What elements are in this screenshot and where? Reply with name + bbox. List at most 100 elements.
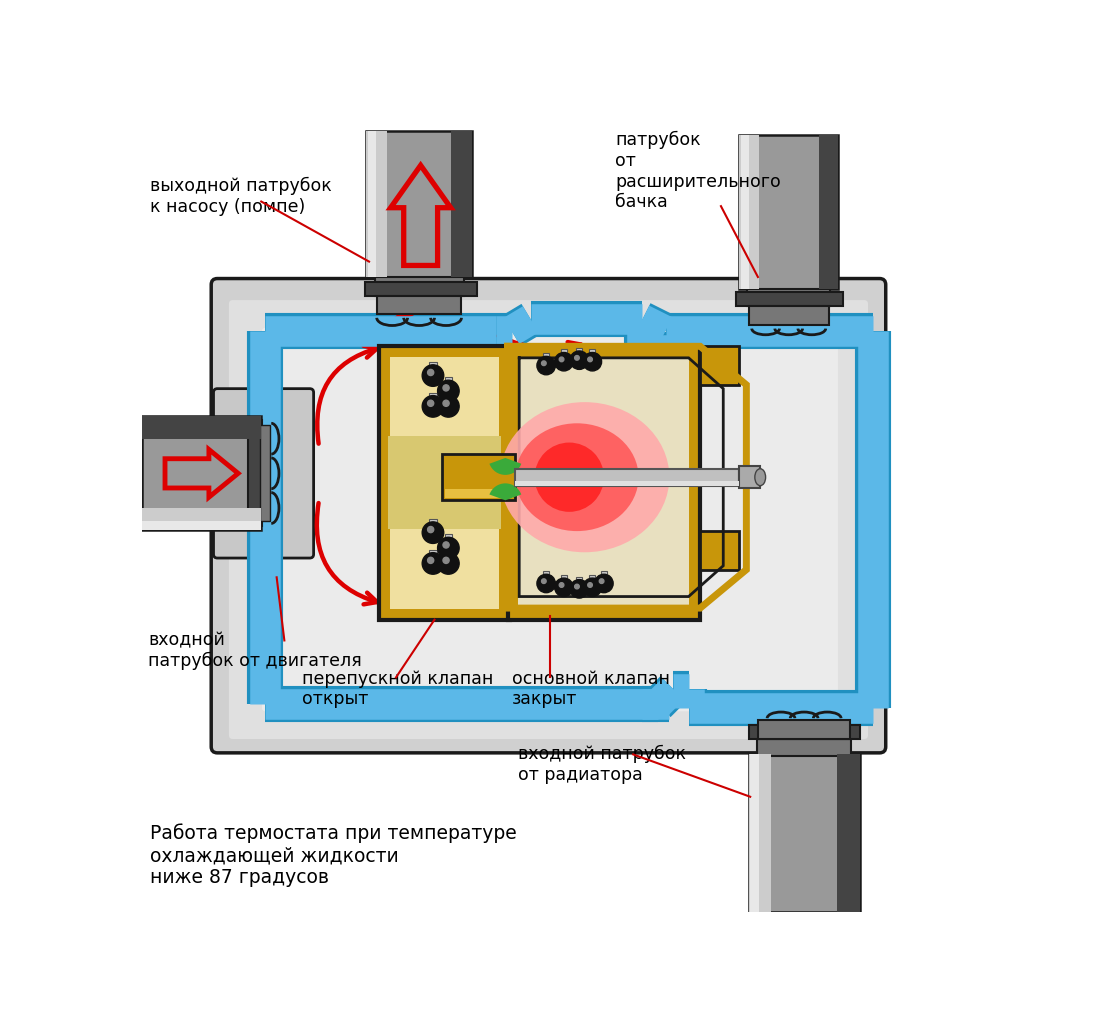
Ellipse shape — [500, 402, 669, 552]
Bar — [601, 571, 607, 583]
Circle shape — [542, 579, 546, 583]
Text: выходной патрубок
к насосу (помпе): выходной патрубок к насосу (помпе) — [149, 177, 332, 216]
Circle shape — [427, 369, 434, 375]
Bar — [442, 454, 515, 500]
Bar — [430, 362, 436, 375]
Circle shape — [443, 558, 450, 564]
Circle shape — [427, 558, 434, 564]
Bar — [543, 571, 549, 583]
Bar — [519, 357, 689, 609]
Bar — [758, 720, 850, 739]
Bar — [444, 489, 513, 498]
Bar — [142, 521, 262, 530]
Bar — [259, 424, 270, 521]
Bar — [749, 754, 771, 912]
Bar — [543, 354, 549, 366]
Bar — [749, 754, 860, 912]
FancyBboxPatch shape — [214, 388, 314, 558]
Circle shape — [443, 384, 450, 391]
Text: входной патрубок
от радиатора: входной патрубок от радиатора — [518, 745, 686, 784]
Circle shape — [437, 552, 460, 574]
FancyBboxPatch shape — [229, 300, 868, 739]
Bar — [508, 346, 700, 620]
Ellipse shape — [755, 468, 766, 486]
Circle shape — [437, 396, 460, 417]
Bar — [430, 519, 436, 533]
Bar — [589, 350, 595, 362]
Wedge shape — [490, 484, 521, 500]
Bar — [142, 416, 262, 439]
Ellipse shape — [534, 443, 604, 511]
Circle shape — [559, 357, 564, 362]
Text: патрубок
от
расширительного
бачка: патрубок от расширительного бачка — [615, 131, 781, 211]
Circle shape — [570, 351, 589, 369]
Circle shape — [574, 356, 579, 360]
Text: Работа термостата при температуре
охлаждающей жидкости
ниже 87 градусов: Работа термостата при температуре охлажд… — [149, 824, 516, 888]
Circle shape — [422, 522, 444, 543]
Bar — [577, 347, 582, 360]
Bar — [366, 131, 387, 277]
Bar — [365, 283, 476, 296]
FancyBboxPatch shape — [262, 328, 838, 711]
Bar — [837, 754, 859, 912]
Bar — [737, 292, 843, 306]
Bar — [749, 725, 860, 739]
Circle shape — [583, 578, 602, 597]
Circle shape — [437, 537, 460, 559]
Bar — [452, 131, 472, 277]
Circle shape — [594, 574, 613, 592]
Bar — [390, 357, 500, 609]
Circle shape — [559, 582, 564, 587]
Circle shape — [583, 353, 602, 371]
Circle shape — [599, 579, 604, 583]
Bar — [589, 575, 595, 587]
Bar — [444, 393, 452, 406]
Bar — [561, 350, 567, 362]
Bar — [390, 375, 500, 450]
Bar — [739, 134, 838, 289]
Text: входной
патрубок от двигателя: входной патрубок от двигателя — [148, 631, 362, 670]
Bar — [142, 508, 262, 530]
Bar — [142, 416, 262, 530]
Bar — [380, 346, 510, 620]
Bar — [367, 131, 376, 277]
Bar — [366, 131, 472, 277]
Circle shape — [588, 582, 592, 587]
Circle shape — [574, 584, 579, 588]
Circle shape — [422, 552, 444, 574]
Bar — [739, 134, 759, 289]
Bar — [444, 377, 452, 391]
Ellipse shape — [515, 423, 639, 531]
Bar — [819, 134, 838, 289]
Circle shape — [443, 400, 450, 406]
Circle shape — [443, 542, 450, 548]
Bar — [444, 549, 452, 564]
Bar — [747, 289, 830, 306]
Bar — [515, 468, 739, 486]
Text: основной клапан
закрыт: основной клапан закрыт — [512, 669, 670, 708]
Bar — [430, 393, 436, 406]
Circle shape — [427, 527, 434, 533]
Bar — [430, 549, 436, 564]
Text: перепускной клапан
открыт: перепускной клапан открыт — [302, 669, 493, 708]
Circle shape — [536, 357, 555, 375]
Bar — [739, 466, 760, 488]
Bar — [388, 437, 501, 529]
Bar — [561, 575, 567, 587]
Bar — [700, 346, 739, 384]
Circle shape — [422, 396, 444, 417]
FancyBboxPatch shape — [211, 279, 886, 752]
Circle shape — [554, 578, 573, 597]
Circle shape — [536, 574, 555, 592]
Circle shape — [554, 353, 573, 371]
Bar — [741, 134, 749, 289]
Bar — [248, 420, 262, 526]
Wedge shape — [490, 458, 521, 475]
Circle shape — [437, 380, 460, 402]
Circle shape — [588, 357, 592, 362]
Bar — [444, 534, 452, 548]
Bar — [749, 306, 829, 325]
Bar — [515, 481, 739, 486]
Bar — [577, 576, 582, 588]
Bar — [750, 754, 759, 912]
